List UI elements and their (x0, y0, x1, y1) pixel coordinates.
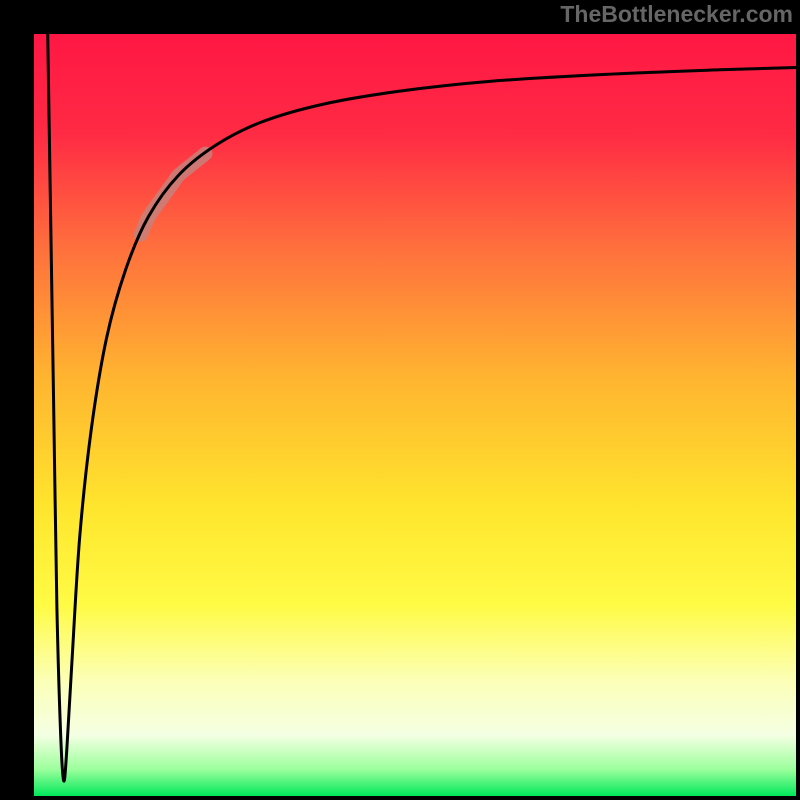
bottleneck-chart: TheBottlenecker.com (0, 0, 800, 800)
watermark-label: TheBottlenecker.com (560, 1, 793, 27)
chart-svg: TheBottlenecker.com (0, 0, 800, 800)
chart-gradient-background (34, 34, 796, 796)
